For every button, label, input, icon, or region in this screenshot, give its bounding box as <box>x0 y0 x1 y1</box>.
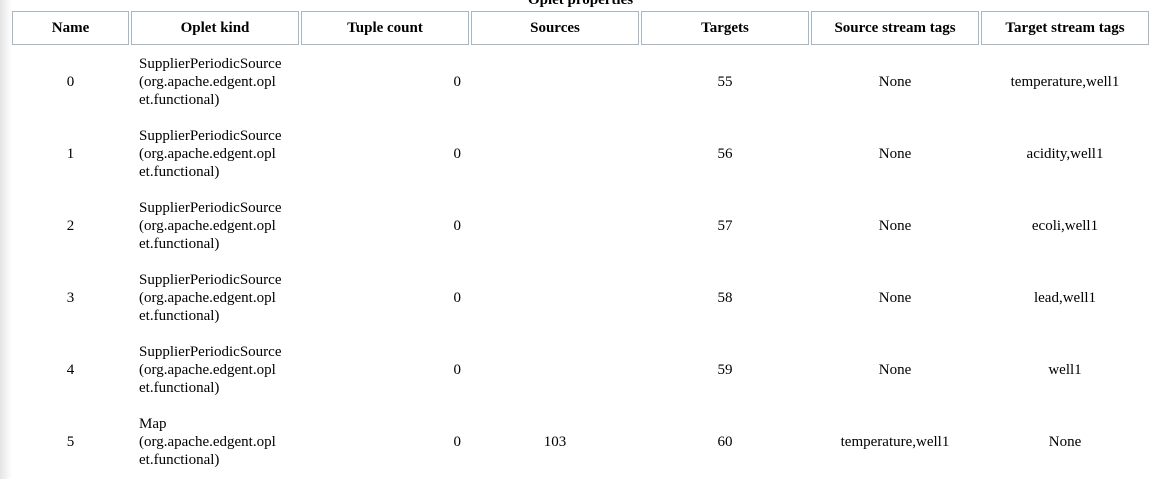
cell-source-stream-tags: temperature,well1 <box>840 434 950 450</box>
table-row: 1 SupplierPeriodicSource (org.apache.edg… <box>12 119 1149 189</box>
column-header-target-stream-tags[interactable]: Target stream tags <box>981 11 1149 45</box>
cell-targets: 58 <box>717 290 733 306</box>
column-header-oplet-kind[interactable]: Oplet kind <box>131 11 299 45</box>
column-header-sources[interactable]: Sources <box>471 11 639 45</box>
cell-target-stream-tags: ecoli,well1 <box>1031 218 1099 234</box>
cell-name: 5 <box>66 434 75 450</box>
cell-tuple-count: 0 <box>453 362 462 378</box>
cell-name: 4 <box>66 362 75 378</box>
table-caption: Oplet properties <box>527 0 634 8</box>
header-row: Name Oplet kind Tuple count Sources Targ… <box>12 11 1149 45</box>
cell-sources <box>471 263 639 333</box>
cell-name: 0 <box>66 74 75 90</box>
cell-oplet-kind: SupplierPeriodicSource (org.apache.edgen… <box>139 200 282 252</box>
cell-oplet-kind: SupplierPeriodicSource (org.apache.edgen… <box>139 344 282 396</box>
cell-sources: 103 <box>543 434 567 450</box>
cell-tuple-count: 0 <box>453 74 462 90</box>
cell-name: 2 <box>66 218 75 234</box>
cell-target-stream-tags: temperature,well1 <box>1010 74 1120 90</box>
cell-target-stream-tags: None <box>1048 434 1082 450</box>
cell-oplet-kind: SupplierPeriodicSource (org.apache.edgen… <box>139 56 282 108</box>
table-row: 4 SupplierPeriodicSource (org.apache.edg… <box>12 335 1149 405</box>
cell-targets: 57 <box>717 218 733 234</box>
cell-sources <box>471 335 639 405</box>
cell-targets: 60 <box>717 434 733 450</box>
cell-source-stream-tags: None <box>878 218 912 234</box>
cell-name: 1 <box>66 146 75 162</box>
cell-source-stream-tags: None <box>878 290 912 306</box>
cell-targets: 55 <box>717 74 733 90</box>
page-edge-shadow <box>0 0 12 479</box>
cell-tuple-count: 0 <box>453 434 462 450</box>
table-row: 0 SupplierPeriodicSource (org.apache.edg… <box>12 47 1149 117</box>
cell-targets: 56 <box>717 146 733 162</box>
table-row: 3 SupplierPeriodicSource (org.apache.edg… <box>12 263 1149 333</box>
cell-source-stream-tags: None <box>878 146 912 162</box>
cell-name: 3 <box>66 290 75 306</box>
cell-oplet-kind: SupplierPeriodicSource (org.apache.edgen… <box>139 272 282 324</box>
cell-tuple-count: 0 <box>453 290 462 306</box>
cell-tuple-count: 0 <box>453 146 462 162</box>
column-header-tuple-count[interactable]: Tuple count <box>301 11 469 45</box>
cell-target-stream-tags: acidity,well1 <box>1026 146 1104 162</box>
cell-oplet-kind: SupplierPeriodicSource (org.apache.edgen… <box>139 128 282 180</box>
cell-source-stream-tags: None <box>878 362 912 378</box>
column-header-source-stream-tags[interactable]: Source stream tags <box>811 11 979 45</box>
cell-tuple-count: 0 <box>453 218 462 234</box>
cell-targets: 59 <box>717 362 733 378</box>
cell-target-stream-tags: lead,well1 <box>1033 290 1097 306</box>
cell-sources <box>471 47 639 117</box>
cell-sources <box>471 119 639 189</box>
cell-source-stream-tags: None <box>878 74 912 90</box>
cell-target-stream-tags: well1 <box>1048 362 1082 378</box>
oplet-properties-table: Name Oplet kind Tuple count Sources Targ… <box>10 9 1151 479</box>
column-header-targets[interactable]: Targets <box>641 11 809 45</box>
column-header-name[interactable]: Name <box>12 11 129 45</box>
cell-sources <box>471 191 639 261</box>
cell-oplet-kind: Map (org.apache.edgent.opl et.functional… <box>139 416 276 468</box>
table-row: 5 Map (org.apache.edgent.opl et.function… <box>12 407 1149 477</box>
table-row: 2 SupplierPeriodicSource (org.apache.edg… <box>12 191 1149 261</box>
